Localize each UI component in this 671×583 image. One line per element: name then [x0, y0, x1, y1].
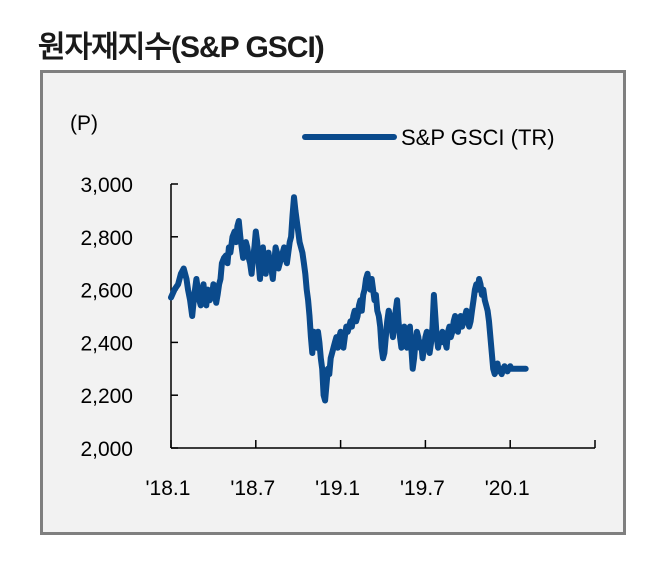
chart-panel: 2,000 2,200 2,400 2,600 2,800 3,000 '18.1'18.…	[40, 70, 626, 535]
y-tick-label: 2,000	[80, 438, 133, 461]
y-tick-label: 2,600	[80, 280, 133, 303]
chart-axes	[170, 184, 595, 449]
series-line-sp-gsci	[168, 194, 529, 404]
x-tick-label: '19.1	[315, 477, 360, 500]
y-axis-ticks: 2,000 2,200 2,400 2,600 2,800 3,000	[80, 174, 178, 461]
y-tick-label: 2,200	[80, 385, 133, 408]
y-tick-label: 2,800	[80, 227, 133, 250]
x-tick-label: '18.7	[230, 477, 275, 500]
x-axis-ticks: '18.1 '18.7 '19.1 '19.7 '20.1	[146, 440, 596, 500]
legend-label: S&P GSCI (TR)	[401, 125, 555, 150]
page-title: 원자재지수(S&P GSCI)	[38, 31, 325, 64]
x-tick-label: '18.1	[146, 477, 191, 500]
x-tick-label: '19.7	[400, 477, 445, 500]
y-tick-label: 3,000	[80, 174, 133, 197]
y-tick-label: 2,400	[80, 332, 133, 355]
legend: S&P GSCI (TR)	[302, 125, 555, 150]
y-axis-unit-label: (P)	[70, 112, 98, 135]
x-tick-label: '20.1	[485, 477, 530, 500]
